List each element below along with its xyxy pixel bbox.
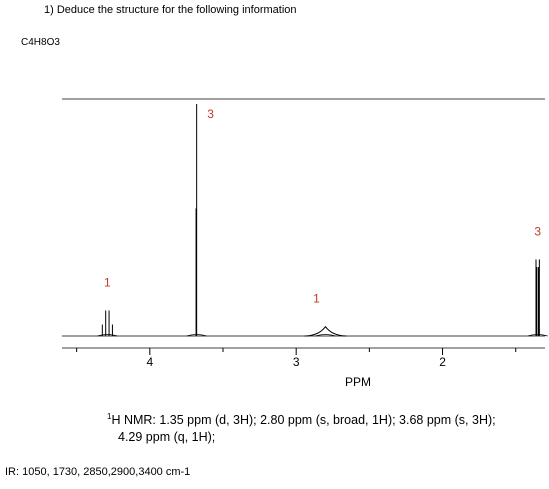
integration-label: 3: [534, 224, 541, 238]
peak-base: [97, 334, 118, 337]
peak-line: [304, 325, 347, 337]
chart-frame: [62, 98, 545, 337]
peak-base: [315, 334, 336, 337]
peaks-layer: [97, 104, 548, 337]
x-axis-label: PPM: [345, 375, 371, 389]
nmr-superscript: 1: [107, 412, 112, 421]
nmr-line-1-text: H NMR: 1.35 ppm (d, 3H); 2.80 ppm (s, br…: [111, 413, 496, 428]
integration-labels: 1 3 1 3: [104, 107, 541, 306]
integration-label: 1: [104, 275, 111, 289]
nmr-spectrum: 4 3 2 1 3 1 3 PPM: [62, 98, 548, 389]
peak-base: [527, 334, 548, 337]
x-tick-label: 4: [146, 355, 153, 369]
integration-label: 1: [313, 292, 320, 306]
question-text: 1) Deduce the structure for the followin…: [44, 4, 297, 16]
x-tick-label: 3: [293, 355, 300, 369]
integration-label: 3: [207, 107, 214, 121]
ir-data: IR: 1050, 1730, 2850,2900,3400 cm-1: [5, 466, 191, 478]
x-tick-label: 2: [439, 355, 446, 369]
nmr-data-line-1: 1H NMR: 1.35 ppm (d, 3H); 2.80 ppm (s, b…: [107, 412, 496, 427]
peak: [97, 310, 118, 337]
peak: [304, 325, 347, 337]
molecular-formula: C4H8O3: [21, 37, 60, 48]
nmr-data-line-2: 4.29 ppm (q, 1H);: [118, 430, 216, 444]
peak: [527, 259, 548, 337]
peak: [186, 104, 207, 337]
x-axis: 4 3 2: [62, 347, 545, 369]
peak-base: [186, 334, 207, 337]
